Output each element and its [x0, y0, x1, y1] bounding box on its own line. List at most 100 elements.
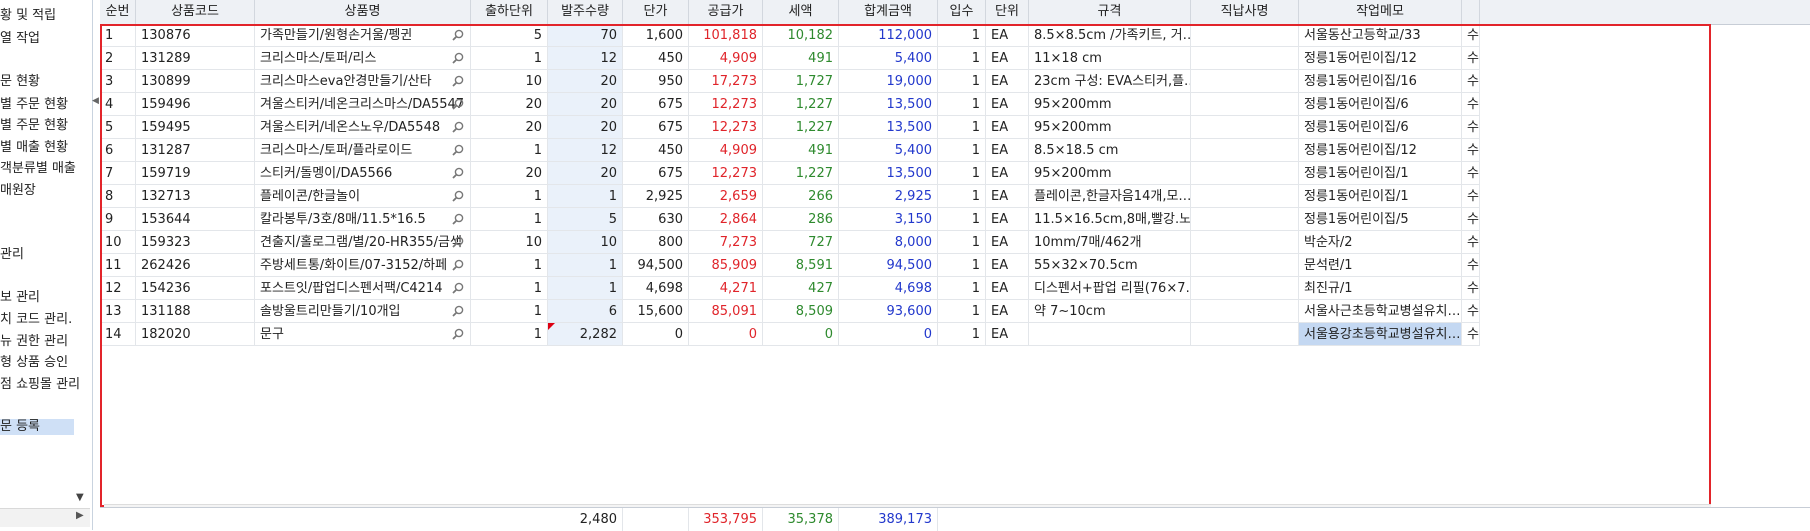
- cell-supply[interactable]: 12,273: [689, 162, 763, 185]
- cell-code[interactable]: 130876: [136, 24, 255, 47]
- cell-price[interactable]: 950: [623, 70, 689, 93]
- cell-name[interactable]: 포스트잇/팝업디스펜서팩/C4214: [255, 277, 471, 300]
- column-header[interactable]: 상품명: [255, 0, 471, 24]
- cell-supply[interactable]: 2,864: [689, 208, 763, 231]
- chevron-down-icon[interactable]: ▼: [76, 492, 84, 503]
- cell-order-qty[interactable]: 20: [548, 116, 623, 139]
- cell-vendor[interactable]: [1191, 323, 1299, 346]
- cell-vendor[interactable]: [1191, 47, 1299, 70]
- cell-price[interactable]: 800: [623, 231, 689, 254]
- menu-item[interactable]: 문 현황: [0, 74, 41, 89]
- cell-total[interactable]: 93,600: [839, 300, 938, 323]
- cell-memo[interactable]: 정릉1동어린이집/12: [1299, 139, 1462, 162]
- cell-name[interactable]: 칼라봉투/3호/8매/11.5*16.5: [255, 208, 471, 231]
- cell-tax[interactable]: 1,227: [763, 162, 839, 185]
- cell-supply[interactable]: 4,271: [689, 277, 763, 300]
- cell-spec[interactable]: 95×200mm: [1029, 116, 1191, 139]
- cell-name[interactable]: 견출지/홀로그램/별/20-HR355/금색: [255, 231, 471, 254]
- cell-order-qty[interactable]: 2,282: [548, 323, 623, 346]
- cell-price[interactable]: 450: [623, 47, 689, 70]
- menu-item[interactable]: 별 매출 현황: [0, 140, 69, 155]
- cell-unit-ship[interactable]: 20: [471, 93, 548, 116]
- cell-memo[interactable]: 정릉1동어린이집/6: [1299, 116, 1462, 139]
- cell-no[interactable]: 12: [100, 277, 136, 300]
- cell-no[interactable]: 5: [100, 116, 136, 139]
- cell-unit[interactable]: EA: [986, 93, 1029, 116]
- menu-item[interactable]: 별 주문 현황: [0, 97, 69, 112]
- cell-memo[interactable]: 정릉1동어린이집/6: [1299, 93, 1462, 116]
- magnifier-icon[interactable]: [452, 259, 464, 271]
- collapse-sidebar-icon[interactable]: ◀: [92, 96, 99, 106]
- column-header[interactable]: 발주수량: [548, 0, 623, 24]
- cell-unit-ship[interactable]: 1: [471, 185, 548, 208]
- column-header[interactable]: 입수: [938, 0, 986, 24]
- cell-pack[interactable]: 1: [938, 24, 986, 47]
- scroll-down-icon[interactable]: ▶: [76, 510, 84, 521]
- cell-total[interactable]: 19,000: [839, 70, 938, 93]
- cell-code[interactable]: 159496: [136, 93, 255, 116]
- cell-memo[interactable]: 서울사근초등학교병설유치…: [1299, 300, 1462, 323]
- cell-extra[interactable]: 수: [1462, 231, 1480, 254]
- cell-memo[interactable]: 서울용강초등학교병설유치…: [1299, 323, 1462, 346]
- cell-extra[interactable]: 수: [1462, 116, 1480, 139]
- cell-no[interactable]: 4: [100, 93, 136, 116]
- cell-spec[interactable]: 11.5×16.5cm,8매,빨강.노…: [1029, 208, 1191, 231]
- cell-code[interactable]: 159719: [136, 162, 255, 185]
- column-header[interactable]: 순번: [100, 0, 136, 24]
- cell-order-qty[interactable]: 6: [548, 300, 623, 323]
- cell-unit[interactable]: EA: [986, 162, 1029, 185]
- cell-extra[interactable]: 수: [1462, 277, 1480, 300]
- cell-total[interactable]: 13,500: [839, 162, 938, 185]
- cell-no[interactable]: 13: [100, 300, 136, 323]
- column-header[interactable]: 작업메모: [1299, 0, 1462, 24]
- cell-total[interactable]: 94,500: [839, 254, 938, 277]
- cell-order-qty[interactable]: 1: [548, 254, 623, 277]
- cell-tax[interactable]: 427: [763, 277, 839, 300]
- cell-extra[interactable]: 수: [1462, 185, 1480, 208]
- magnifier-icon[interactable]: [452, 29, 464, 41]
- magnifier-icon[interactable]: [452, 236, 464, 248]
- cell-no[interactable]: 3: [100, 70, 136, 93]
- cell-unit[interactable]: EA: [986, 185, 1029, 208]
- cell-pack[interactable]: 1: [938, 139, 986, 162]
- cell-no[interactable]: 9: [100, 208, 136, 231]
- cell-spec[interactable]: 95×200mm: [1029, 93, 1191, 116]
- cell-unit[interactable]: EA: [986, 277, 1029, 300]
- menu-item[interactable]: 열 작업: [0, 31, 41, 46]
- magnifier-icon[interactable]: [452, 213, 464, 225]
- cell-pack[interactable]: 1: [938, 185, 986, 208]
- cell-code[interactable]: 131289: [136, 47, 255, 70]
- cell-code[interactable]: 159495: [136, 116, 255, 139]
- cell-spec[interactable]: 11×18 cm: [1029, 47, 1191, 70]
- cell-pack[interactable]: 1: [938, 162, 986, 185]
- cell-pack[interactable]: 1: [938, 277, 986, 300]
- cell-extra[interactable]: 수: [1462, 93, 1480, 116]
- cell-price[interactable]: 1,600: [623, 24, 689, 47]
- cell-tax[interactable]: 491: [763, 139, 839, 162]
- cell-price[interactable]: 2,925: [623, 185, 689, 208]
- cell-unit[interactable]: EA: [986, 116, 1029, 139]
- column-header[interactable]: 상품코드: [136, 0, 255, 24]
- cell-code[interactable]: 131287: [136, 139, 255, 162]
- cell-no[interactable]: 10: [100, 231, 136, 254]
- cell-order-qty[interactable]: 10: [548, 231, 623, 254]
- cell-price[interactable]: 94,500: [623, 254, 689, 277]
- cell-vendor[interactable]: [1191, 116, 1299, 139]
- cell-price[interactable]: 675: [623, 93, 689, 116]
- cell-pack[interactable]: 1: [938, 47, 986, 70]
- cell-code[interactable]: 182020: [136, 323, 255, 346]
- menu-item[interactable]: 관리: [0, 247, 24, 262]
- cell-supply[interactable]: 12,273: [689, 93, 763, 116]
- column-header[interactable]: 출하단위: [471, 0, 548, 24]
- cell-unit[interactable]: EA: [986, 254, 1029, 277]
- magnifier-icon[interactable]: [452, 52, 464, 64]
- magnifier-icon[interactable]: [452, 144, 464, 156]
- cell-unit-ship[interactable]: 20: [471, 162, 548, 185]
- cell-vendor[interactable]: [1191, 185, 1299, 208]
- magnifier-icon[interactable]: [452, 121, 464, 133]
- cell-extra[interactable]: 수: [1462, 162, 1480, 185]
- magnifier-icon[interactable]: [452, 98, 464, 110]
- cell-memo[interactable]: 박순자/2: [1299, 231, 1462, 254]
- cell-memo[interactable]: 정릉1동어린이집/1: [1299, 162, 1462, 185]
- cell-pack[interactable]: 1: [938, 254, 986, 277]
